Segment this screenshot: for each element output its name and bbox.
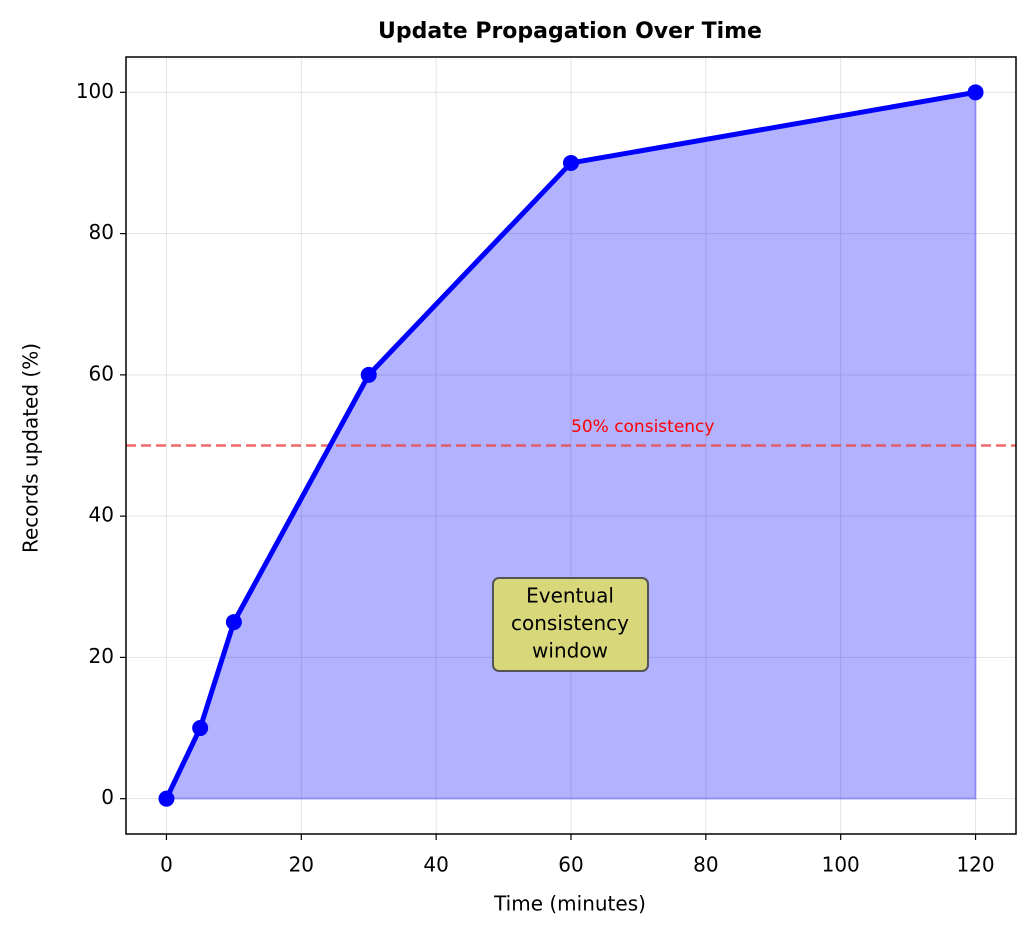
y-tick-label: 0: [101, 785, 114, 809]
marker: [192, 720, 209, 737]
x-axis-label: Time (minutes): [493, 892, 646, 916]
marker: [225, 614, 242, 631]
plot-frame: [125, 56, 1017, 835]
marker: [967, 84, 984, 101]
x-tick-label: 40: [423, 853, 448, 877]
y-tick-label: 40: [89, 503, 114, 527]
y-tick-label: 60: [89, 361, 114, 385]
marker: [563, 154, 579, 171]
x-tick-label: 120: [956, 853, 994, 877]
line: [164, 89, 976, 800]
annotation-text: consistency: [511, 611, 629, 635]
chart-title: Update Propagation Over Time: [378, 19, 762, 44]
marker: [158, 790, 175, 807]
y-axis-label: Records updated (%): [19, 343, 43, 553]
y-tick-label: 20: [89, 644, 114, 668]
reference-label: 50% consistency: [571, 417, 714, 437]
y-tick-label: 80: [89, 220, 114, 244]
marker: [360, 366, 377, 383]
y-tick-label: 100: [76, 79, 114, 103]
x-tick-label: 0: [160, 853, 173, 877]
x-tick-label: 80: [693, 853, 718, 877]
annotation-box: [492, 577, 649, 672]
x-tick-label: 20: [289, 853, 314, 877]
x-tick-label: 100: [822, 853, 860, 877]
annotation-text: window: [532, 639, 608, 663]
annotation-text: Eventual: [526, 584, 614, 608]
x-tick-label: 60: [558, 853, 583, 877]
